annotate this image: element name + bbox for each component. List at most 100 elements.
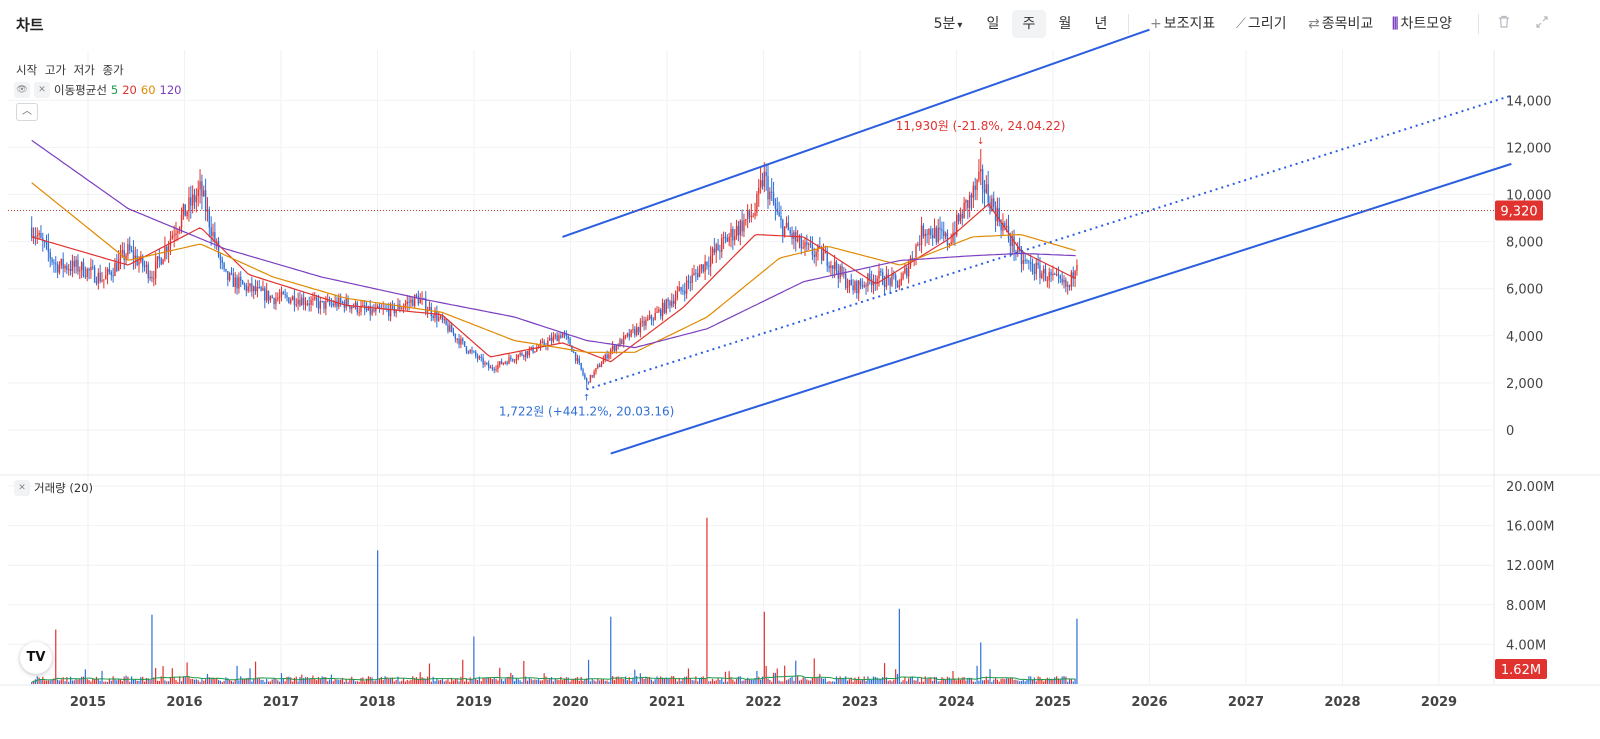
candle-body: [90, 266, 92, 271]
volume-bar: [214, 678, 216, 684]
tradingview-logo[interactable]: TV: [20, 642, 52, 674]
volume-bar: [210, 678, 212, 684]
volume-bar: [562, 680, 564, 684]
x-tick-label: 2016: [166, 695, 202, 710]
close-icon[interactable]: ✕: [34, 82, 50, 98]
compare-button[interactable]: ⇄ 종목비교: [1308, 10, 1373, 38]
x-tick-label: 2023: [842, 695, 878, 710]
volume-bar: [571, 679, 573, 684]
candle-body: [800, 235, 803, 249]
volume-bar: [950, 679, 952, 684]
candle-body: [269, 296, 272, 301]
volume-bar: [482, 678, 484, 684]
volume-bar: [201, 679, 203, 684]
volume-bar: [587, 659, 590, 684]
candle-body: [101, 280, 103, 282]
volume-bar: [95, 676, 98, 684]
volume-bar: [956, 680, 958, 684]
volume-bar: [728, 671, 730, 684]
plus-icon: +: [1150, 16, 1162, 32]
interval-dropdown[interactable]: 5분 ▾: [926, 10, 970, 38]
expand-icon[interactable]: [1530, 12, 1554, 36]
volume-bar: [71, 680, 74, 684]
candle-body: [236, 277, 238, 289]
candle-body: [715, 244, 717, 253]
volume-bar: [850, 677, 852, 684]
candle-body: [1063, 279, 1065, 283]
candle-body: [654, 312, 656, 320]
candle-body: [142, 255, 144, 267]
tab-week[interactable]: 주: [1012, 10, 1046, 38]
volume-bar: [166, 681, 168, 684]
candle-body: [691, 274, 693, 283]
candle-body: [1022, 260, 1025, 264]
volume-bar: [119, 679, 122, 684]
draw-button[interactable]: ⟋ 그리기: [1236, 10, 1286, 38]
volume-bar: [332, 681, 334, 684]
tab-year[interactable]: 년: [1094, 16, 1108, 32]
volume-bar: [600, 679, 603, 684]
chart-style-button[interactable]: ⫼ 차트모양: [1392, 10, 1452, 38]
volume-bar: [42, 676, 44, 684]
volume-bar: [297, 681, 299, 684]
candle-body: [75, 259, 77, 267]
candle-body: [536, 348, 538, 352]
volume-bar: [443, 681, 445, 684]
volume-bar: [576, 677, 579, 684]
eye-off-icon[interactable]: 👁: [14, 82, 30, 98]
indicator-button[interactable]: + 보조지표: [1150, 10, 1215, 38]
volume-bar: [1043, 681, 1045, 684]
volume-bar: [989, 669, 991, 684]
x-tick-label: 2027: [1228, 695, 1264, 710]
volume-bar: [610, 616, 612, 684]
volume-bar: [279, 681, 281, 684]
volume-bar: [969, 677, 971, 684]
volume-bar: [967, 677, 969, 684]
candle-body: [702, 264, 704, 272]
candle-body: [491, 367, 494, 369]
collapse-legend-button[interactable]: ︿: [16, 103, 38, 121]
volume-bar: [858, 676, 860, 684]
volume-bar: [558, 680, 560, 684]
candle-body: [260, 287, 262, 291]
candle-body: [571, 345, 573, 352]
candle-body: [928, 229, 930, 235]
volume-bar: [889, 680, 891, 684]
volume-bar: [134, 679, 136, 684]
trash-icon[interactable]: [1492, 12, 1516, 36]
volume-bar: [665, 677, 667, 684]
x-tick-label: 2022: [745, 695, 781, 710]
volume-bar: [371, 677, 373, 684]
volume-bar: [427, 676, 429, 684]
tab-day[interactable]: 일: [986, 16, 1000, 32]
candle-body: [1037, 262, 1039, 265]
x-tick-label: 2024: [938, 695, 974, 710]
candle-body: [308, 303, 310, 305]
candle-body: [119, 253, 122, 260]
candle-body: [1048, 272, 1050, 281]
candle-body: [874, 281, 877, 284]
volume-bar: [652, 681, 654, 684]
volume-bar: [876, 677, 878, 684]
close-icon[interactable]: ✕: [14, 480, 30, 496]
volume-bar: [282, 678, 284, 684]
volume-bar: [983, 680, 986, 684]
volume-bar: [1024, 681, 1026, 684]
volume-bar: [51, 679, 53, 684]
candle-body: [835, 261, 838, 271]
volume-bar: [1015, 679, 1017, 684]
candle-body: [241, 280, 244, 285]
candle-body: [635, 327, 638, 335]
volume-bar: [1000, 678, 1002, 684]
volume-bar: [1063, 676, 1065, 684]
channel-trendline-2: [610, 162, 1512, 455]
candle-body: [933, 227, 936, 239]
candle-body: [869, 273, 871, 280]
volume-bar: [715, 680, 717, 684]
tab-month[interactable]: 월: [1058, 16, 1072, 32]
volume-bar: [597, 678, 599, 684]
volume-bar: [151, 614, 153, 684]
candle-body: [323, 300, 325, 309]
volume-bar: [82, 676, 85, 684]
